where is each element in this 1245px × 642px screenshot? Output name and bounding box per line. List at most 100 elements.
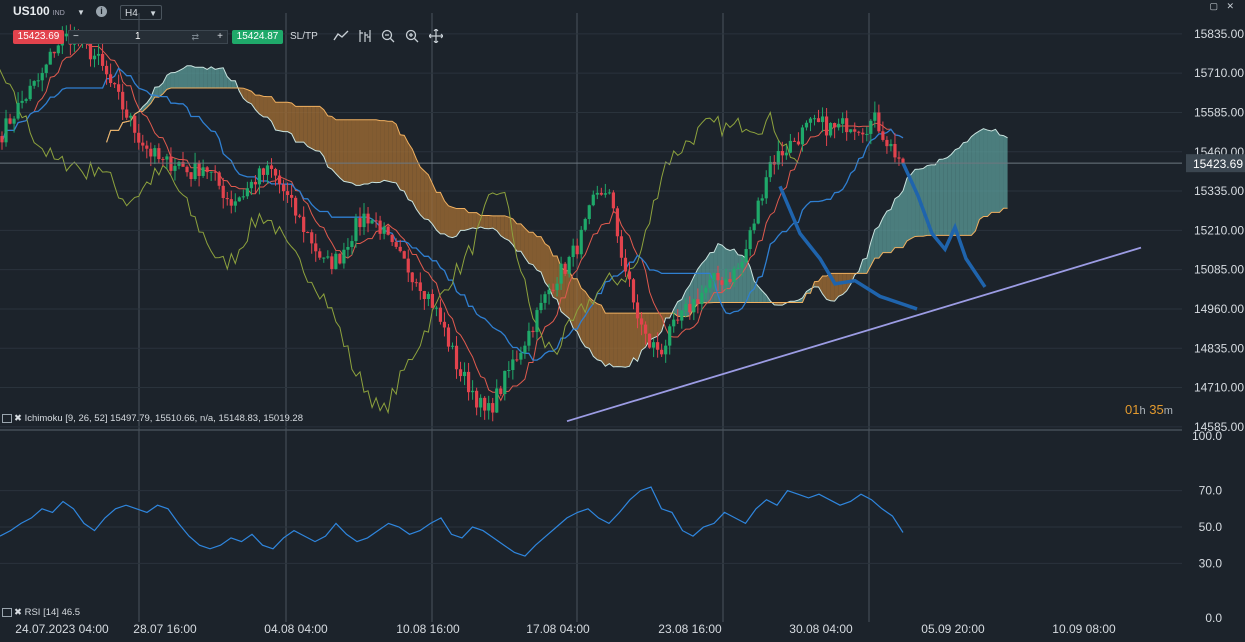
cloud-segment: [255, 95, 260, 115]
info-icon[interactable]: i: [96, 6, 107, 17]
candle-body: [129, 115, 133, 118]
cloud-segment: [231, 80, 236, 89]
candle-body: [418, 282, 422, 292]
decrease-button[interactable]: −: [73, 31, 79, 42]
ichimoku-label[interactable]: ✖ Ichimoku [9, 26, 52] 15497.79, 15510.6…: [2, 413, 303, 424]
candle-body: [390, 234, 394, 243]
candle-body: [398, 246, 402, 252]
cloud-segment: [178, 68, 184, 89]
candle-body: [495, 388, 499, 413]
cloud-segment: [319, 106, 324, 157]
cloud-segment: [939, 159, 944, 236]
swap-icon[interactable]: ⇄: [191, 32, 199, 42]
x-axis-tick-label: 30.08 04:00: [789, 622, 853, 636]
candle-body: [708, 280, 712, 288]
timeframe-select[interactable]: H4 ▼: [120, 5, 162, 20]
indicators-icon[interactable]: [357, 29, 373, 43]
candle-body: [841, 118, 845, 124]
close-icon[interactable]: ✖: [14, 607, 22, 618]
x-axis-tick-label: 17.08 04:00: [526, 622, 590, 636]
candle-body: [599, 192, 603, 195]
candle-body: [265, 165, 270, 175]
candle-body: [56, 45, 60, 54]
cloud-segment: [508, 217, 513, 245]
cloud-segment: [424, 170, 429, 220]
candle-body: [362, 213, 366, 228]
cloud-segment: [955, 147, 960, 236]
candle-body: [36, 80, 40, 82]
candle-body: [672, 319, 676, 327]
quantity-stepper[interactable]: − 1 ⇄ +: [68, 30, 228, 44]
candle-body: [165, 156, 169, 160]
candle-body: [849, 129, 853, 133]
sltp-button[interactable]: SL/TP: [290, 31, 318, 42]
candle-body: [209, 171, 213, 173]
cloud-segment: [822, 276, 827, 300]
ichimoku-lines: [0, 43, 904, 415]
x-axis-tick-label: 28.07 16:00: [133, 622, 197, 636]
cloud-segment: [565, 270, 570, 319]
candle-body: [704, 287, 708, 293]
symbol-selector[interactable]: US100 IND: [13, 4, 65, 18]
chart-type-icon[interactable]: [333, 29, 349, 43]
candle-body: [792, 140, 796, 142]
candle-body: [555, 283, 559, 291]
cloud-segment: [343, 119, 348, 183]
candle-body: [483, 397, 487, 411]
quantity-value[interactable]: 1: [135, 31, 141, 42]
candle-timer: 01h 35m: [1125, 402, 1173, 417]
increase-button[interactable]: +: [217, 31, 223, 42]
candle-body: [245, 188, 249, 197]
candle-body: [181, 162, 185, 167]
candle-body: [96, 53, 101, 56]
rsi-label[interactable]: ✖ RSI [14] 46.5: [2, 607, 80, 618]
candle-body: [627, 271, 632, 280]
cloud-segment: [432, 183, 437, 231]
indicator-settings-icon[interactable]: [2, 413, 12, 423]
projection-path-secondary: [778, 185, 918, 311]
candle-body: [696, 299, 700, 305]
window-controls[interactable]: ▢ ✕: [1209, 1, 1237, 11]
candle-body: [539, 302, 543, 311]
cloud-segment: [191, 65, 196, 89]
crosshair-icon[interactable]: [429, 29, 443, 43]
cloud-segment: [327, 115, 332, 170]
buy-price-button[interactable]: 15424.87: [232, 30, 283, 44]
candle-body: [0, 136, 4, 143]
cloud-segment: [874, 226, 879, 259]
y-axis-tick-label: 15710.00: [1194, 66, 1244, 80]
cloud-segment: [545, 243, 550, 288]
candle-body: [350, 241, 354, 248]
zoom-out-icon[interactable]: [381, 29, 395, 43]
candle-body: [24, 99, 28, 101]
candle-body: [153, 148, 157, 157]
cloud-segment: [219, 67, 224, 89]
cloud-segment: [376, 119, 381, 183]
candle-body: [869, 120, 873, 134]
candle-body: [760, 198, 764, 201]
indicator-settings-icon[interactable]: [2, 607, 12, 617]
candle-body: [410, 272, 414, 283]
cloud-segment: [637, 313, 642, 362]
chevron-down-icon[interactable]: ▼: [77, 8, 85, 17]
candle-body: [563, 263, 567, 274]
cloud-segment: [267, 96, 272, 122]
cloud-segment: [380, 120, 385, 183]
cloud-segment: [307, 106, 312, 149]
candle-body: [752, 223, 756, 231]
candle-body: [716, 272, 720, 281]
cloud-segment: [617, 313, 622, 367]
cloud-segment: [536, 236, 541, 273]
candle-body: [692, 299, 696, 313]
chart-grid: [0, 13, 1182, 622]
candle-body: [298, 215, 302, 217]
candle-body: [434, 307, 439, 309]
candle-body: [768, 161, 772, 178]
candle-body: [354, 218, 358, 242]
cloud-segment: [484, 215, 489, 229]
zoom-in-icon[interactable]: [405, 29, 419, 43]
sell-price-button[interactable]: 15423.69: [13, 30, 64, 44]
close-icon[interactable]: ✖: [14, 413, 22, 424]
candle-body: [104, 65, 109, 75]
